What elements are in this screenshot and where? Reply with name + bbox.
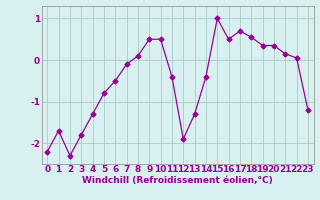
- X-axis label: Windchill (Refroidissement éolien,°C): Windchill (Refroidissement éolien,°C): [82, 176, 273, 185]
